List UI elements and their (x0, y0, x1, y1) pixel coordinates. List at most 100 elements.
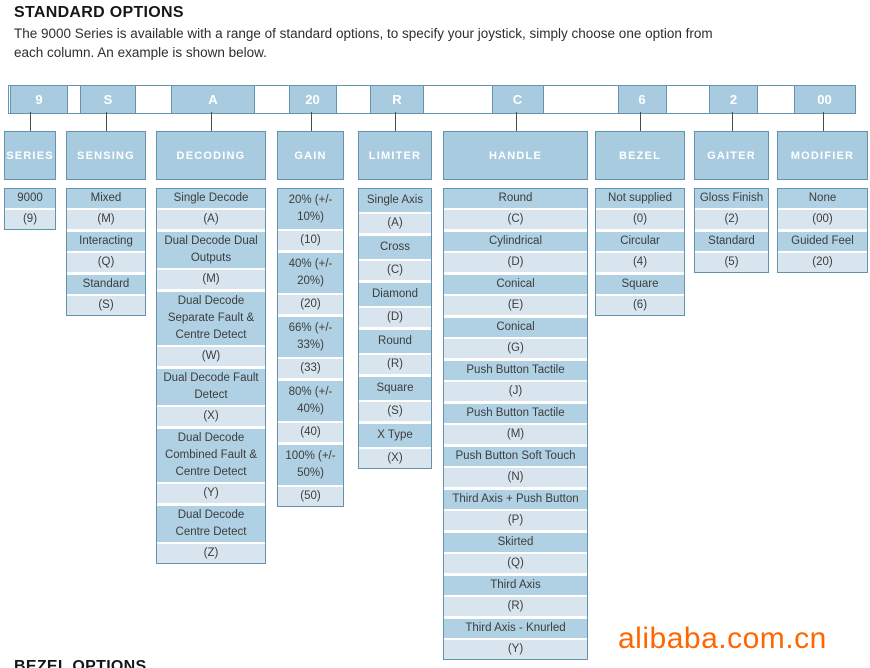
option-code: (E) (444, 296, 587, 315)
column-series: SERIES 9000 (9) (4, 131, 56, 230)
option-item: 20% (+/- 10%) (10) (278, 189, 343, 250)
option-code: (Z) (157, 544, 265, 563)
example-code-limiter: R (370, 85, 424, 114)
option-label: Not supplied (596, 189, 684, 208)
option-code: (M) (444, 425, 587, 444)
example-code-sensing: S (80, 85, 136, 114)
option-item: Third Axis + Push Button (P) (444, 490, 587, 530)
column-sensing: SENSING Mixed (M) Interacting (Q) Standard (S) (66, 131, 146, 316)
option-list-gain: 20% (+/- 10%) (10) 40% (+/- 20%) (20) 66% (+… (277, 188, 344, 507)
option-code: (5) (695, 253, 768, 272)
connector-line-bezel (640, 112, 641, 132)
option-item: 40% (+/- 20%) (20) (278, 253, 343, 314)
option-code: (C) (359, 261, 431, 280)
option-code: (X) (157, 407, 265, 426)
option-item: Dual Decode Separate Fault & Centre Dete… (157, 292, 265, 366)
option-code: (20) (278, 295, 343, 314)
example-code-bezel: 6 (617, 85, 667, 114)
option-code: (S) (67, 296, 145, 315)
column-header-limiter: LIMITER (358, 131, 432, 180)
option-code: (P) (444, 511, 587, 530)
option-item: Skirted (Q) (444, 533, 587, 573)
option-label: 100% (+/- 50%) (278, 445, 343, 485)
column-limiter: LIMITER Single Axis (A) Cross (C) Diamond (D) R… (358, 131, 432, 469)
option-code: (X) (359, 449, 431, 468)
option-label: Push Button Tactile (444, 361, 587, 380)
example-code-strip: 9 S A 20 R C 6 2 00 (8, 85, 856, 114)
column-header-sensing: SENSING (66, 131, 146, 180)
option-item: Third Axis (R) (444, 576, 587, 616)
column-header-modifier: MODIFIER (777, 131, 868, 180)
option-code: (M) (157, 270, 265, 289)
column-header-bezel: BEZEL (595, 131, 685, 180)
option-code: (D) (359, 308, 431, 327)
option-item: Round (C) (444, 189, 587, 229)
option-label: Dual Decode Dual Outputs (157, 232, 265, 268)
option-label: Conical (444, 275, 587, 294)
option-label: Mixed (67, 189, 145, 208)
option-label: Guided Feel (778, 232, 867, 251)
option-item: Single Decode (A) (157, 189, 265, 229)
connector-line-modifier (822, 112, 824, 132)
option-code: (2) (695, 210, 768, 229)
option-code: (4) (596, 253, 684, 272)
option-label: Third Axis (444, 576, 587, 595)
option-code: (50) (278, 487, 343, 506)
option-item: Cylindrical (D) (444, 232, 587, 272)
connector-line-limiter (395, 112, 396, 132)
option-item: 80% (+/- 40%) (40) (278, 381, 343, 442)
option-item: Round (R) (359, 330, 431, 374)
option-label: Diamond (359, 283, 431, 306)
option-code: (A) (157, 210, 265, 229)
option-code: (D) (444, 253, 587, 272)
option-code: (Y) (444, 640, 587, 659)
column-header-gain: GAIN (277, 131, 344, 180)
option-list-gaiter: Gloss Finish (2) Standard (5) (694, 188, 769, 273)
option-label: Standard (695, 232, 768, 251)
option-code: (10) (278, 231, 343, 250)
option-item: Cross (C) (359, 236, 431, 280)
option-list-handle: Round (C) Cylindrical (D) Conical (E) Conical (… (443, 188, 588, 660)
option-code: (W) (157, 347, 265, 366)
option-label: Third Axis + Push Button (444, 490, 587, 509)
option-item: X Type (X) (359, 424, 431, 468)
option-item: Standard (S) (67, 275, 145, 315)
option-code: (N) (444, 468, 587, 487)
connector-line-gain (310, 112, 312, 132)
option-list-modifier: None (00) Guided Feel (20) (777, 188, 868, 273)
option-code: (J) (444, 382, 587, 401)
option-label: Square (359, 377, 431, 400)
option-item: 66% (+/- 33%) (33) (278, 317, 343, 378)
option-label: Cross (359, 236, 431, 259)
option-item: Conical (E) (444, 275, 587, 315)
option-code: (R) (444, 597, 587, 616)
column-gain: GAIN 20% (+/- 10%) (10) 40% (+/- 20%) (20) 66… (277, 131, 344, 507)
option-label: 9000 (5, 189, 55, 208)
connector-line-handle (515, 112, 517, 132)
option-label: Square (596, 275, 684, 294)
intro-paragraph: The 9000 Series is available with a rang… (14, 24, 859, 62)
option-label: Standard (67, 275, 145, 294)
option-code: (A) (359, 214, 431, 233)
intro-line-2: each column. An example is shown below. (14, 45, 267, 60)
column-modifier: MODIFIER None (00) Guided Feel (20) (777, 131, 868, 273)
option-item: Circular (4) (596, 232, 684, 272)
option-item: Push Button Tactile (J) (444, 361, 587, 401)
example-code-decoding: A (171, 85, 255, 114)
option-label: Round (444, 189, 587, 208)
option-label: Single Axis (359, 189, 431, 212)
option-item: Square (6) (596, 275, 684, 315)
column-bezel: BEZEL Not supplied (0) Circular (4) Square (6) (595, 131, 685, 316)
connector-line-series (30, 112, 31, 132)
example-code-gain: 20 (288, 85, 337, 114)
option-code: (R) (359, 355, 431, 374)
option-label: Third Axis - Knurled (444, 619, 587, 638)
option-item: Conical (G) (444, 318, 587, 358)
option-label: Push Button Soft Touch (444, 447, 587, 466)
connector-line-gaiter (731, 112, 733, 132)
option-code: (00) (778, 210, 867, 229)
option-item: Push Button Soft Touch (N) (444, 447, 587, 487)
option-item: Third Axis - Knurled (Y) (444, 619, 587, 659)
option-item: Push Button Tactile (M) (444, 404, 587, 444)
